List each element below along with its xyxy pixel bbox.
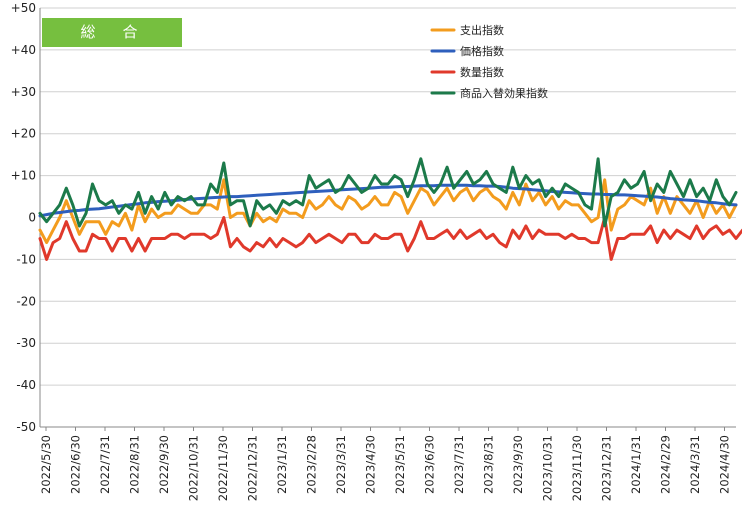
y-tick-label: -30 bbox=[16, 336, 36, 350]
x-tick-label: 2023/8/31 bbox=[482, 435, 496, 494]
x-tick-label: 2023/11/30 bbox=[570, 435, 584, 501]
grid-lines bbox=[40, 7, 736, 428]
y-tick-label: -20 bbox=[16, 294, 36, 308]
x-tick-label: 2022/6/30 bbox=[69, 435, 83, 494]
y-tick-label: +40 bbox=[11, 43, 36, 57]
x-tick-label: 2023/5/31 bbox=[393, 435, 407, 494]
x-tick-label: 2022/10/31 bbox=[187, 435, 201, 501]
x-tick-label: 2022/9/30 bbox=[157, 435, 171, 494]
x-tick-label: 2022/8/31 bbox=[128, 435, 142, 494]
series-line-2 bbox=[38, 216, 742, 261]
y-tick-label: 0 bbox=[28, 211, 36, 225]
x-axis-ticks: 2022/5/30 2022/6/30 2022/7/31 2022/8/31 2022… bbox=[39, 427, 732, 501]
y-tick-label: +10 bbox=[11, 169, 36, 183]
x-tick-label: 2023/10/31 bbox=[541, 435, 555, 501]
x-tick-label: 2023/9/30 bbox=[511, 435, 525, 494]
x-tick-label: 2024/4/30 bbox=[718, 435, 732, 494]
x-tick-label: 2024/2/29 bbox=[659, 435, 673, 494]
x-tick-label: 2023/6/30 bbox=[423, 435, 437, 494]
y-tick-label: -50 bbox=[16, 420, 36, 434]
x-tick-label: 2022/11/30 bbox=[216, 435, 230, 501]
series-line-3 bbox=[38, 157, 738, 228]
category-badge: 総 合 bbox=[42, 18, 182, 47]
x-tick-label: 2022/5/30 bbox=[39, 435, 53, 494]
x-tick-label: 2023/12/31 bbox=[600, 435, 614, 501]
x-tick-label: 2023/2/28 bbox=[305, 435, 319, 494]
axes bbox=[39, 8, 736, 428]
legend-label: 支出指数 bbox=[460, 23, 504, 37]
series-lines bbox=[38, 157, 742, 261]
x-tick-label: 2023/4/30 bbox=[364, 435, 378, 494]
series-line-0 bbox=[38, 178, 738, 245]
legend-label: 数量指数 bbox=[460, 65, 504, 79]
x-tick-label: 2024/3/31 bbox=[688, 435, 702, 494]
y-axis-ticks: +50 +40 +30 +20 +10 0 -10 -20 -30 -40 -50 bbox=[11, 1, 36, 434]
y-tick-label: +20 bbox=[11, 127, 36, 141]
y-tick-label: +50 bbox=[11, 1, 36, 15]
x-tick-label: 2024/1/31 bbox=[629, 435, 643, 494]
x-tick-label: 2022/12/31 bbox=[246, 435, 260, 501]
y-tick-label: +30 bbox=[11, 85, 36, 99]
x-tick-label: 2022/7/31 bbox=[98, 435, 112, 494]
x-tick-label: 2023/7/31 bbox=[452, 435, 466, 494]
legend-label: 商品入替効果指数 bbox=[460, 86, 548, 100]
legend-label: 価格指数 bbox=[460, 44, 504, 58]
y-tick-label: -10 bbox=[16, 252, 36, 266]
x-tick-label: 2023/3/31 bbox=[334, 435, 348, 494]
x-tick-label: 2023/1/31 bbox=[275, 435, 289, 494]
y-tick-label: -40 bbox=[16, 378, 36, 392]
